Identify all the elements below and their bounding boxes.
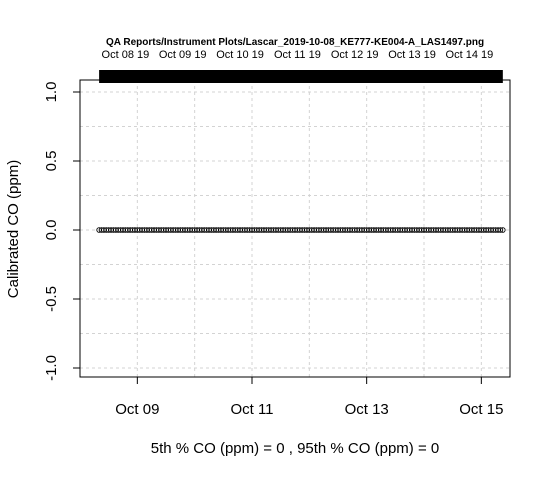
top-tick-label: Oct 11 19 xyxy=(274,49,321,61)
top-tick-label: Oct 14 19 xyxy=(446,49,494,61)
y-tick-label: -1.0 xyxy=(43,355,60,381)
x-tick-label: Oct 11 xyxy=(230,401,273,418)
top-tick-label: Oct 10 19 xyxy=(216,49,264,61)
x-tick-label: Oct 13 xyxy=(345,401,389,418)
coverage-bar-group xyxy=(99,70,503,83)
y-tick-label: 1.0 xyxy=(43,82,60,103)
y-tick-label: 0.0 xyxy=(43,220,60,241)
top-tick-label: Oct 09 19 xyxy=(159,49,207,61)
x-tick-label: Oct 09 xyxy=(115,401,159,418)
top-tick-label: Oct 13 19 xyxy=(388,49,436,61)
y-axis-label: Calibrated CO (ppm) xyxy=(5,160,22,298)
x-axis-label: 5th % CO (ppm) = 0 , 95th % CO (ppm) = 0 xyxy=(151,440,439,457)
y-tick-label: 0.5 xyxy=(43,151,60,172)
top-axis: Oct 08 19 Oct 09 19 Oct 10 19 Oct 11 19 Oct … xyxy=(102,49,494,61)
y-tick-label: -0.5 xyxy=(43,286,60,312)
top-tick-label: Oct 12 19 xyxy=(331,49,379,61)
chart-title: QA Reports/Instrument Plots/Lascar_2019-… xyxy=(106,37,484,48)
top-tick-label: Oct 08 19 xyxy=(102,49,150,61)
x-tick-label: Oct 15 xyxy=(459,401,503,418)
coverage-bar xyxy=(99,70,503,83)
